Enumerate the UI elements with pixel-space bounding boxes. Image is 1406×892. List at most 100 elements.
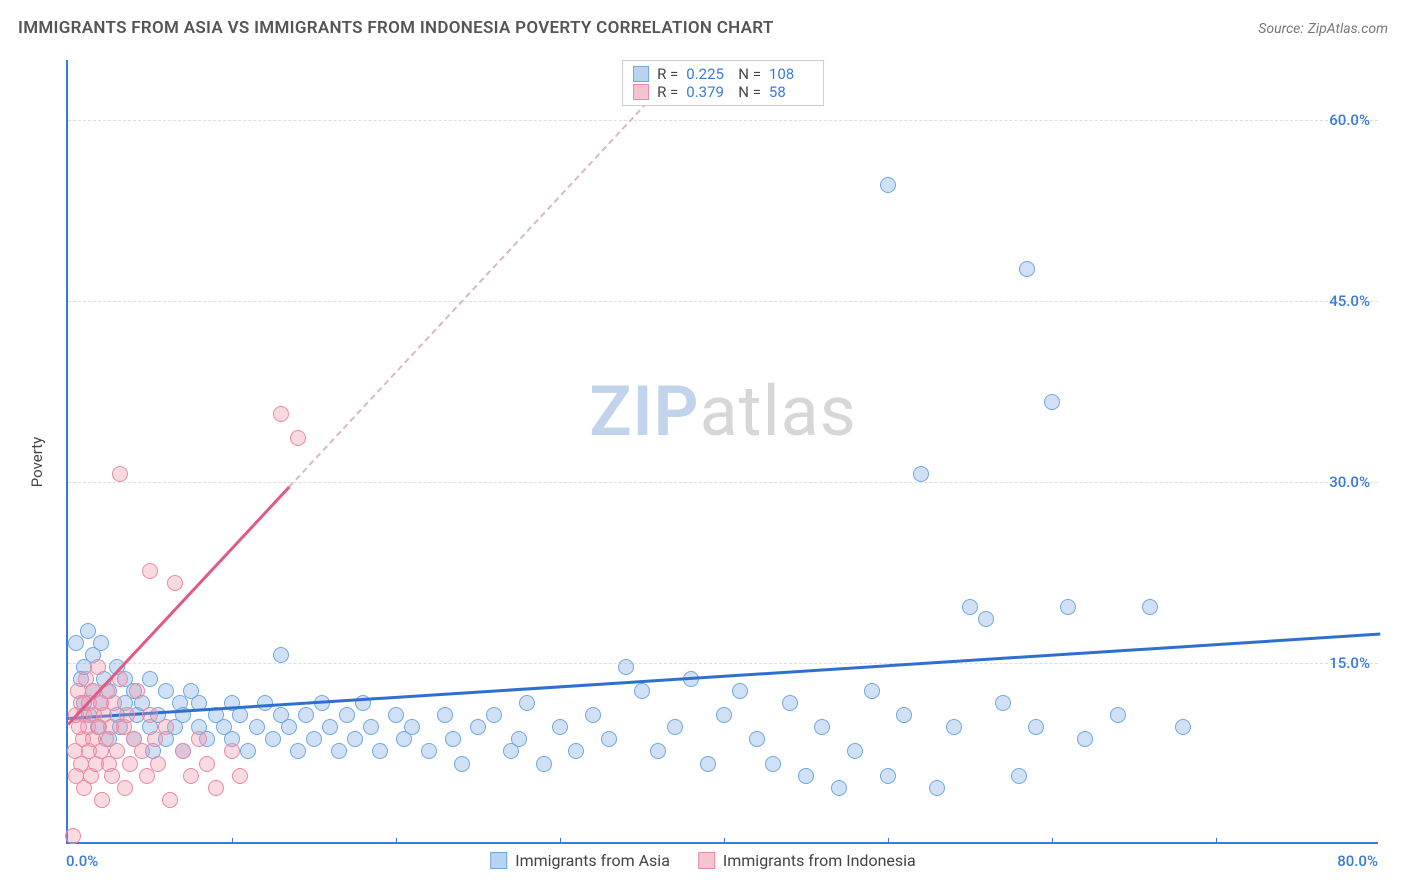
- data-point-asia: [568, 743, 584, 759]
- data-point-asia: [142, 671, 158, 687]
- data-point-asia: [470, 719, 486, 735]
- data-point-asia: [445, 731, 461, 747]
- watermark-atlas: atlas: [700, 371, 857, 453]
- data-point-asia: [864, 683, 880, 699]
- data-point-asia: [831, 780, 847, 796]
- data-point-asia: [249, 719, 265, 735]
- y-tick-label: 60.0%: [1329, 111, 1370, 129]
- data-point-asia: [454, 756, 470, 772]
- data-point-asia: [519, 695, 535, 711]
- x-tick-mark: [1052, 838, 1053, 844]
- data-point-asia: [372, 743, 388, 759]
- data-point-asia: [716, 707, 732, 723]
- data-point-asia: [700, 756, 716, 772]
- x-tick-mark: [724, 838, 725, 844]
- data-point-asia: [749, 731, 765, 747]
- data-point-indonesia: [134, 743, 150, 759]
- data-point-asia: [585, 707, 601, 723]
- legend-stat-row-indonesia: R =0.379N =58: [633, 83, 813, 101]
- data-point-asia: [1060, 599, 1076, 615]
- data-point-asia: [946, 719, 962, 735]
- data-point-asia: [339, 707, 355, 723]
- data-point-asia: [536, 756, 552, 772]
- watermark-zip: ZIP: [589, 371, 699, 453]
- data-point-asia: [978, 611, 994, 627]
- data-point-indonesia: [122, 756, 138, 772]
- data-point-asia: [1142, 599, 1158, 615]
- data-point-indonesia: [158, 719, 174, 735]
- data-point-asia: [298, 707, 314, 723]
- gridline-horizontal: [68, 663, 1378, 664]
- data-point-asia: [437, 707, 453, 723]
- data-point-asia: [511, 731, 527, 747]
- x-tick-label: 0.0%: [66, 852, 98, 870]
- legend-r-value: 0.225: [686, 65, 730, 83]
- data-point-indonesia: [109, 743, 125, 759]
- data-point-indonesia: [142, 707, 158, 723]
- legend-n-key: N =: [738, 83, 761, 101]
- legend-stat-row-asia: R =0.225N =108: [633, 65, 813, 83]
- x-tick-mark: [560, 838, 561, 844]
- data-point-indonesia: [273, 406, 289, 422]
- watermark: ZIPatlas: [589, 371, 857, 453]
- data-point-indonesia: [191, 731, 207, 747]
- legend-swatch: [490, 852, 507, 869]
- data-point-asia: [331, 743, 347, 759]
- data-point-asia: [814, 719, 830, 735]
- legend-swatch: [633, 84, 649, 100]
- data-point-asia: [601, 731, 617, 747]
- data-point-asia: [650, 743, 666, 759]
- data-point-asia: [158, 683, 174, 699]
- data-point-asia: [552, 719, 568, 735]
- source-name: ZipAtlas.com: [1308, 21, 1388, 37]
- data-point-asia: [232, 707, 248, 723]
- data-point-asia: [421, 743, 437, 759]
- data-point-asia: [880, 768, 896, 784]
- data-point-indonesia: [183, 768, 199, 784]
- data-point-asia: [273, 647, 289, 663]
- data-point-asia: [880, 177, 896, 193]
- x-tick-mark: [888, 838, 889, 844]
- data-point-indonesia: [94, 792, 110, 808]
- data-point-asia: [765, 756, 781, 772]
- data-point-asia: [363, 719, 379, 735]
- data-point-indonesia: [147, 731, 163, 747]
- data-point-asia: [1175, 719, 1191, 735]
- data-point-asia: [667, 719, 683, 735]
- legend-r-value: 0.379: [686, 83, 730, 101]
- legend-swatch: [633, 66, 649, 82]
- data-point-asia: [995, 695, 1011, 711]
- data-point-asia: [1028, 719, 1044, 735]
- correlation-legend: R =0.225N =108R =0.379N =58: [622, 60, 824, 106]
- data-point-asia: [322, 719, 338, 735]
- data-point-indonesia: [117, 780, 133, 796]
- data-point-indonesia: [119, 707, 135, 723]
- y-axis-label: Poverty: [28, 437, 46, 487]
- data-point-asia: [929, 780, 945, 796]
- data-point-asia: [80, 623, 96, 639]
- data-point-indonesia: [199, 756, 215, 772]
- data-point-asia: [404, 719, 420, 735]
- y-tick-label: 15.0%: [1329, 654, 1370, 672]
- source-label: Source:: [1258, 21, 1303, 37]
- legend-n-value: 58: [769, 83, 813, 101]
- gridline-horizontal: [68, 301, 1378, 302]
- legend-item-asia: Immigrants from Asia: [490, 851, 670, 870]
- legend-r-key: R =: [657, 65, 678, 83]
- data-point-indonesia: [232, 768, 248, 784]
- data-point-asia: [847, 743, 863, 759]
- series-legend: Immigrants from AsiaImmigrants from Indo…: [490, 851, 916, 870]
- data-point-asia: [68, 635, 84, 651]
- legend-label: Immigrants from Asia: [515, 851, 670, 870]
- y-tick-label: 45.0%: [1329, 292, 1370, 310]
- chart-title: IMMIGRANTS FROM ASIA VS IMMIGRANTS FROM …: [18, 18, 774, 38]
- data-point-asia: [782, 695, 798, 711]
- data-point-indonesia: [167, 575, 183, 591]
- data-point-asia: [1077, 731, 1093, 747]
- data-point-asia: [486, 707, 502, 723]
- data-point-asia: [618, 659, 634, 675]
- data-point-indonesia: [175, 743, 191, 759]
- x-tick-label: 80.0%: [1337, 852, 1378, 870]
- data-point-asia: [347, 731, 363, 747]
- data-point-indonesia: [112, 466, 128, 482]
